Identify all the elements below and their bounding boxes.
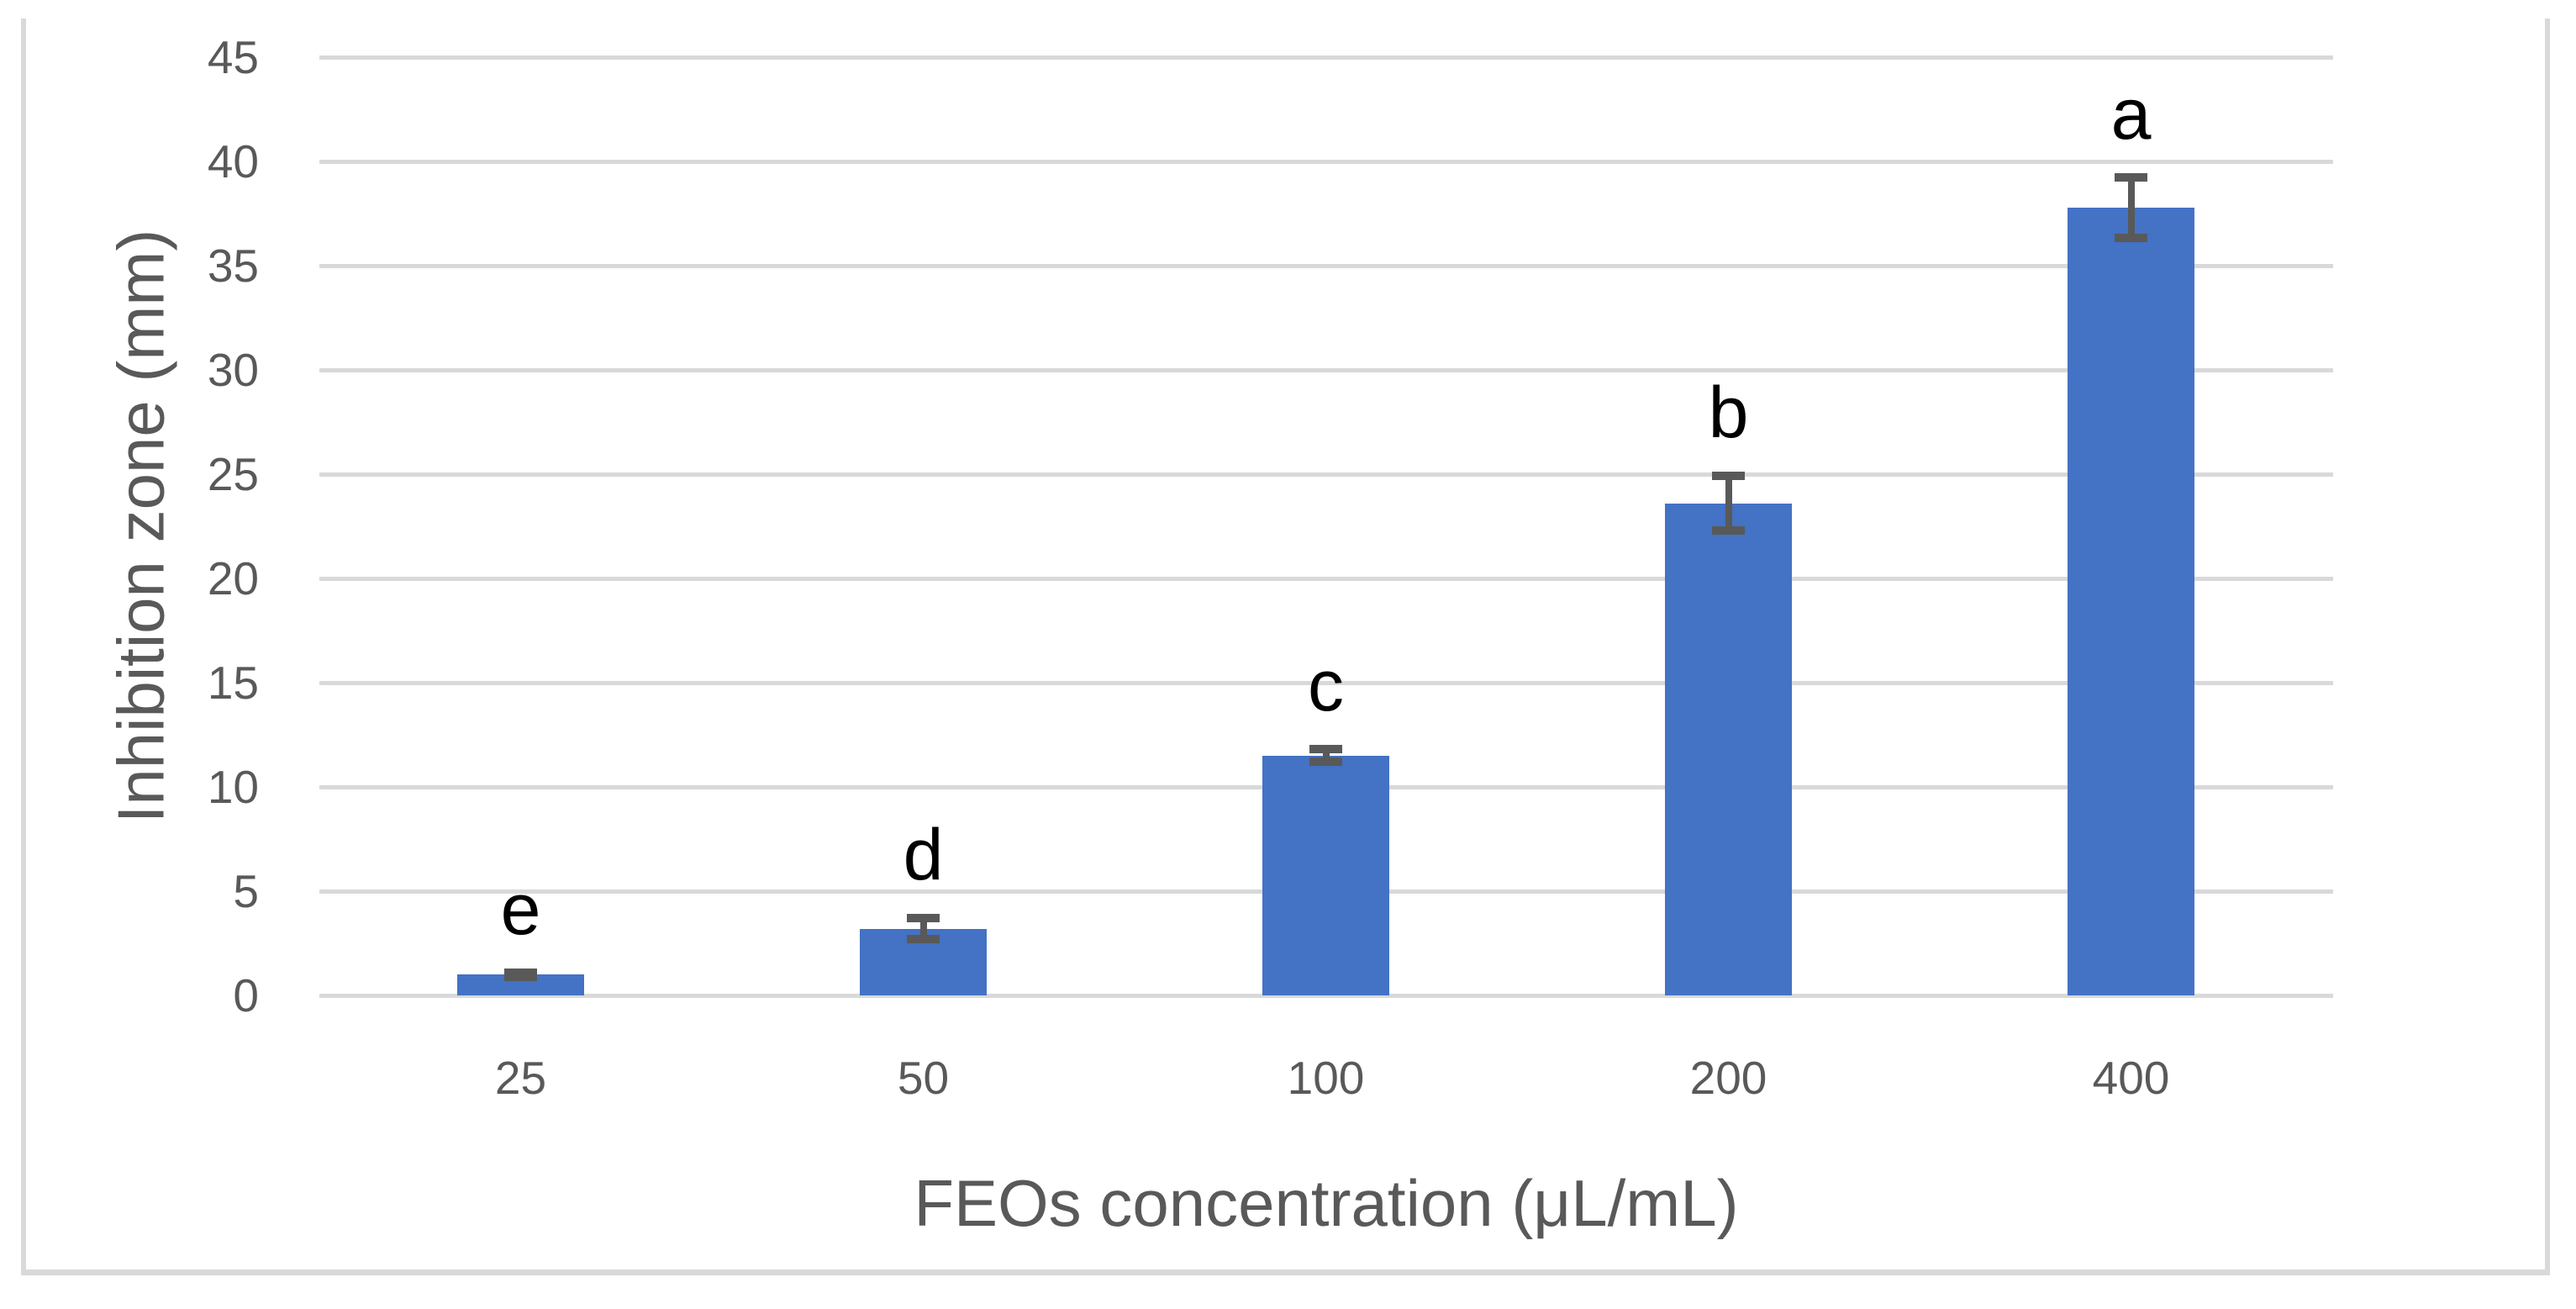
bar-100: [1262, 755, 1389, 995]
y-tick-label-40: 40: [207, 135, 259, 187]
y-axis-title: Inhibition zone (mm): [103, 229, 178, 824]
y-tick-label-35: 35: [207, 240, 259, 292]
gridline-y-45: [319, 55, 2333, 60]
gridline-y-35: [319, 263, 2333, 268]
y-tick-label-10: 10: [207, 761, 259, 813]
figure-border-bottom: [21, 1269, 2550, 1275]
y-tick-label-5: 5: [233, 865, 259, 917]
error-bar-line-50: [919, 918, 927, 940]
y-tick-label-30: 30: [207, 344, 259, 396]
y-tick-label-25: 25: [207, 448, 259, 500]
gridline-y-15: [319, 680, 2333, 685]
error-bar-cap-top-400: [2115, 172, 2147, 182]
gridline-y-0: [319, 993, 2333, 998]
significance-letter-b: b: [1708, 372, 1749, 454]
gridline-y-25: [319, 472, 2333, 477]
bar-200: [1665, 503, 1792, 995]
error-bar-cap-bottom-50: [907, 935, 940, 944]
figure-border-left: [21, 18, 26, 1273]
x-tick-label-400: 400: [2092, 1052, 2170, 1104]
error-bar-cap-top-50: [907, 914, 940, 923]
significance-letter-e: e: [500, 868, 541, 950]
x-axis-title: FEOs concentration (μL/mL): [914, 1166, 1739, 1240]
error-bar-line-100: [1322, 749, 1330, 763]
error-bar-cap-top-100: [1309, 745, 1342, 754]
gridline-y-30: [319, 367, 2333, 372]
x-tick-label-100: 100: [1287, 1052, 1365, 1104]
error-bar-line-200: [1725, 476, 1732, 530]
x-tick-label-200: 200: [1689, 1052, 1767, 1104]
error-bar-cap-bottom-400: [2115, 233, 2147, 242]
significance-letter-a: a: [2110, 73, 2152, 155]
y-tick-label-20: 20: [207, 552, 259, 604]
x-tick-label-25: 25: [494, 1052, 547, 1104]
figure-border-right: [2545, 18, 2550, 1273]
x-tick-label-50: 50: [897, 1052, 950, 1104]
gridline-y-40: [319, 159, 2333, 164]
significance-letter-c: c: [1308, 646, 1344, 727]
significance-letter-d: d: [903, 815, 944, 896]
plot-area: e d c b a: [319, 55, 2333, 998]
gridline-y-20: [319, 576, 2333, 581]
error-bar-cap-bottom-100: [1309, 757, 1342, 767]
y-tick-label-15: 15: [207, 657, 259, 709]
error-bar-line-400: [2127, 177, 2135, 238]
y-tick-label-45: 45: [207, 31, 259, 83]
error-bar-cap-bottom-25: [504, 972, 537, 981]
error-bar-cap-bottom-200: [1712, 525, 1745, 535]
bar-400: [2068, 207, 2194, 995]
y-tick-label-0: 0: [233, 969, 259, 1021]
error-bar-cap-top-200: [1712, 472, 1745, 481]
